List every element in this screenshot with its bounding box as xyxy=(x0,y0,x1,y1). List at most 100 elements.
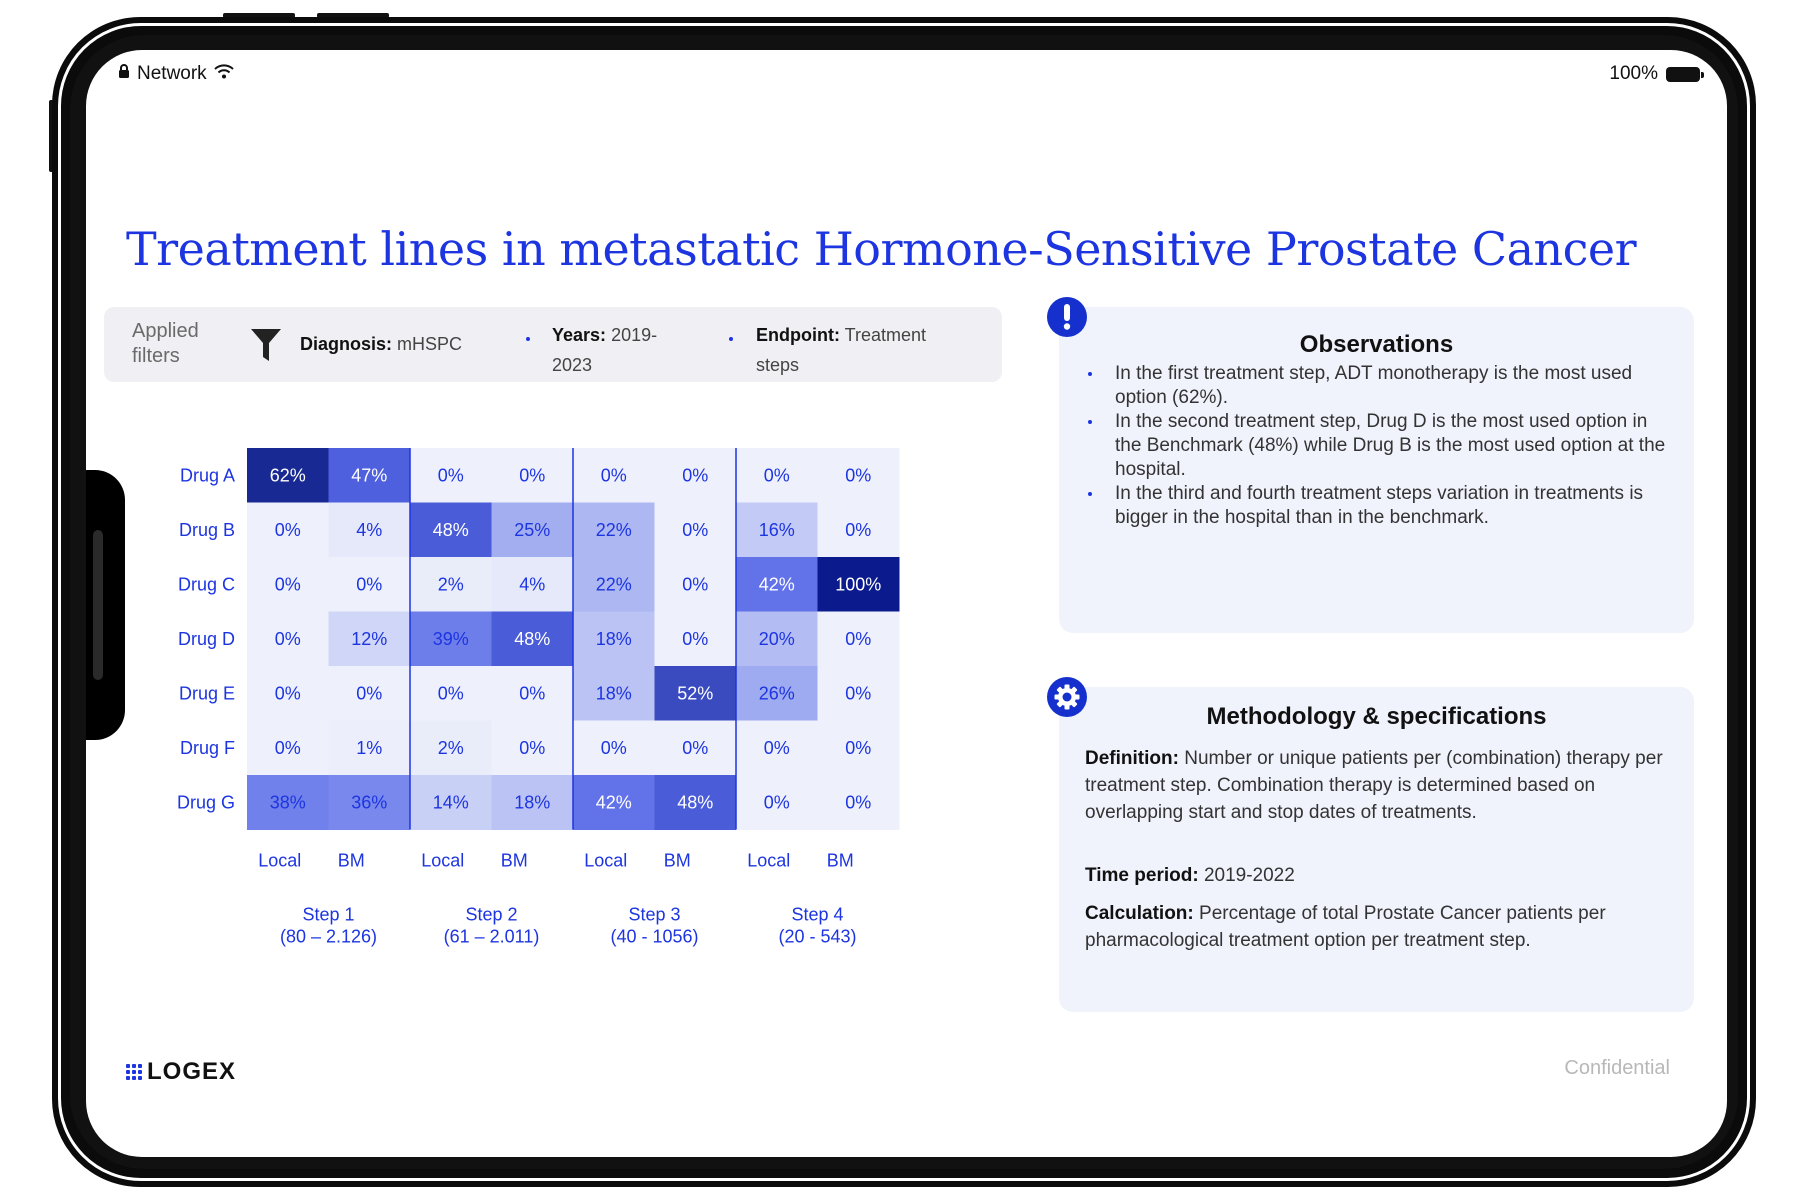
cell-value-label: 52% xyxy=(677,683,713,703)
step-label: Step 1 xyxy=(302,905,354,925)
gear-icon xyxy=(1047,677,1087,717)
heatmap-cell xyxy=(410,611,492,667)
calculation-text: Calculation: Percentage of total Prostat… xyxy=(1085,903,1606,951)
step-range-label: (40 - 1056) xyxy=(610,927,698,947)
heatmap-cell xyxy=(491,448,574,503)
cell-value-label: 0% xyxy=(275,683,301,703)
cell-value-label: 42% xyxy=(596,792,632,812)
cell-value-label: 4% xyxy=(519,574,545,594)
heatmap-cell xyxy=(736,502,818,558)
cell-value-label: 0% xyxy=(356,683,382,703)
cell-value-label: 0% xyxy=(845,520,871,540)
row-label: Drug F xyxy=(180,738,235,758)
heatmap-cell xyxy=(247,775,329,830)
heatmap-cell xyxy=(410,720,492,776)
heatmap-cell xyxy=(817,557,900,612)
cell-value-label: 0% xyxy=(682,520,708,540)
heatmap-cell xyxy=(328,502,411,558)
heatmap-cell xyxy=(410,448,492,503)
battery-icon xyxy=(1666,66,1704,82)
heatmap-cell xyxy=(247,448,329,503)
heatmap-cell xyxy=(247,720,329,776)
step-range-label: (20 - 543) xyxy=(778,927,856,947)
heatmap-cell xyxy=(328,448,411,503)
observation-item: In the third and fourth treatment steps … xyxy=(1087,482,1677,530)
step-range-label: (80 – 2.126) xyxy=(280,927,377,947)
cell-value-label: 20% xyxy=(759,629,795,649)
page-title: Treatment lines in metastatic Hormone-Se… xyxy=(126,222,1637,276)
cell-value-label: 18% xyxy=(514,792,550,812)
cell-value-label: 36% xyxy=(351,792,387,812)
row-label: Drug E xyxy=(179,683,235,703)
heatmap-cell xyxy=(410,666,492,721)
heatmap-cell xyxy=(573,502,655,558)
heatmap-cell xyxy=(817,611,900,667)
row-label: Drug C xyxy=(178,574,235,594)
heatmap-cell xyxy=(491,775,574,830)
cell-value-label: 0% xyxy=(519,683,545,703)
heatmap-cell xyxy=(410,775,492,830)
column-label: Local xyxy=(421,851,464,871)
cell-value-label: 0% xyxy=(682,738,708,758)
cell-value-label: 26% xyxy=(759,683,795,703)
exclamation-icon xyxy=(1047,297,1087,337)
heatmap-cell xyxy=(410,557,492,612)
device-side-button xyxy=(49,100,54,172)
cell-value-label: 42% xyxy=(759,574,795,594)
heatmap-cell xyxy=(247,611,329,667)
cell-value-label: 0% xyxy=(275,738,301,758)
cell-value-label: 18% xyxy=(596,683,632,703)
column-label: Local xyxy=(747,851,790,871)
step-range-label: (61 – 2.011) xyxy=(444,927,540,947)
step-label: Step 4 xyxy=(791,905,843,925)
cell-value-label: 12% xyxy=(351,629,387,649)
cell-value-label: 4% xyxy=(356,520,382,540)
filters-label: Applied filters xyxy=(132,320,199,367)
heatmap-cell xyxy=(573,611,655,667)
heatmap-cell xyxy=(328,611,411,667)
cell-value-label: 39% xyxy=(433,629,469,649)
observations-panel: Observations In the first treatment step… xyxy=(1059,307,1694,633)
heatmap-cell xyxy=(491,502,574,558)
wifi-icon xyxy=(213,63,234,85)
row-label: Drug A xyxy=(180,465,235,485)
cell-value-label: 1% xyxy=(356,738,382,758)
applied-filters-bar: Applied filters Diagnosis: mHSPC Years: … xyxy=(104,307,1002,382)
cell-value-label: 0% xyxy=(764,792,790,812)
cell-value-label: 0% xyxy=(682,574,708,594)
heatmap-cell xyxy=(736,775,818,830)
heatmap-cell xyxy=(817,448,900,503)
heatmap-cell xyxy=(491,611,574,667)
column-label: BM xyxy=(501,851,528,871)
cell-value-label: 0% xyxy=(275,629,301,649)
row-label: Drug G xyxy=(177,792,235,812)
status-bar-right: 100% xyxy=(1609,63,1704,85)
cell-value-label: 0% xyxy=(845,683,871,703)
heatmap-cell xyxy=(491,666,574,721)
cell-value-label: 0% xyxy=(764,738,790,758)
heatmap-cell xyxy=(654,557,737,612)
heatmap-cell xyxy=(736,557,818,612)
device-frame-ring xyxy=(58,23,1750,1181)
device-button xyxy=(317,13,389,18)
cell-value-label: 16% xyxy=(759,520,795,540)
heatmap-cell xyxy=(573,448,655,503)
cell-value-label: 0% xyxy=(356,574,382,594)
heatmap-cell xyxy=(654,720,737,776)
heatmap-cell xyxy=(573,557,655,612)
heatmap-cell xyxy=(654,611,737,667)
cell-value-label: 0% xyxy=(601,738,627,758)
cell-value-label: 0% xyxy=(845,738,871,758)
row-label: Drug B xyxy=(179,520,235,540)
observation-item: In the first treatment step, ADT monothe… xyxy=(1087,362,1677,410)
cell-value-label: 0% xyxy=(682,465,708,485)
cell-value-label: 0% xyxy=(275,520,301,540)
column-label: Local xyxy=(258,851,301,871)
camera-notch xyxy=(86,470,125,740)
observations-title: Observations xyxy=(1299,331,1454,358)
status-bar-left: Network xyxy=(118,63,234,85)
bullet xyxy=(729,337,733,341)
heatmap-cell xyxy=(410,502,492,558)
cell-value-label: 0% xyxy=(682,629,708,649)
lock-icon xyxy=(118,63,130,85)
